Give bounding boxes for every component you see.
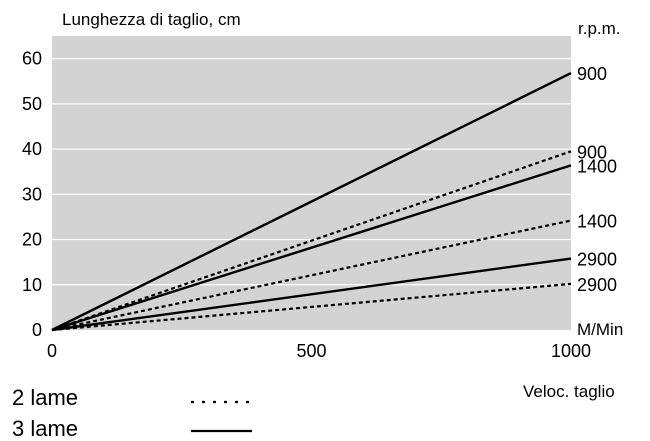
y-tick-label-50: 50 [22, 94, 42, 114]
y-tick-label-0: 0 [32, 320, 42, 340]
legend: 2 lame 3 lame [12, 385, 256, 441]
rpm-header: r.p.m. [578, 19, 621, 38]
x-tick-label-0: 0 [47, 341, 57, 361]
grid-lines [52, 58, 571, 286]
series-line-2-lame-900 [51, 150, 572, 332]
x-axis-label: Veloc. taglio [523, 382, 615, 401]
rpm-label-2-lame-2900: 2900 [577, 275, 617, 295]
legend-label-2-lame: 2 lame [12, 385, 78, 410]
legend-label-3-lame: 3 lame [12, 416, 78, 441]
chart-title: Lunghezza di taglio, cm [62, 10, 241, 29]
y-tick-label-10: 10 [22, 275, 42, 295]
y-tick-label-60: 60 [22, 49, 42, 69]
x-tick-label-500: 500 [296, 341, 326, 361]
rpm-label-2-lame-900: 900 [577, 142, 607, 162]
series-line-3-lame-900 [51, 72, 572, 332]
y-tick-label-20: 20 [22, 230, 42, 250]
rpm-label-2-lame-1400: 1400 [577, 212, 617, 232]
series-line-2-lame-1400 [51, 219, 572, 332]
x-tick-labels: 0 500 1000 [47, 341, 591, 361]
y-tick-label-30: 30 [22, 184, 42, 204]
y-tick-label-40: 40 [22, 139, 42, 159]
series-lines [51, 72, 572, 332]
y-tick-labels: 0 10 20 30 40 50 60 [22, 49, 42, 340]
plot-background [52, 36, 571, 330]
x-tick-label-1000: 1000 [551, 341, 591, 361]
series-line-3-lame-2900 [51, 257, 572, 332]
x-unit-label: M/Min [577, 320, 623, 339]
series-line-2-lame-2900 [51, 282, 572, 332]
series-line-3-lame-1400 [51, 164, 572, 332]
rpm-label-3-lame-2900: 2900 [577, 250, 617, 270]
rpm-label-3-lame-900: 900 [577, 64, 607, 84]
rpm-label-3-lame-1400: 1400 [577, 156, 617, 176]
